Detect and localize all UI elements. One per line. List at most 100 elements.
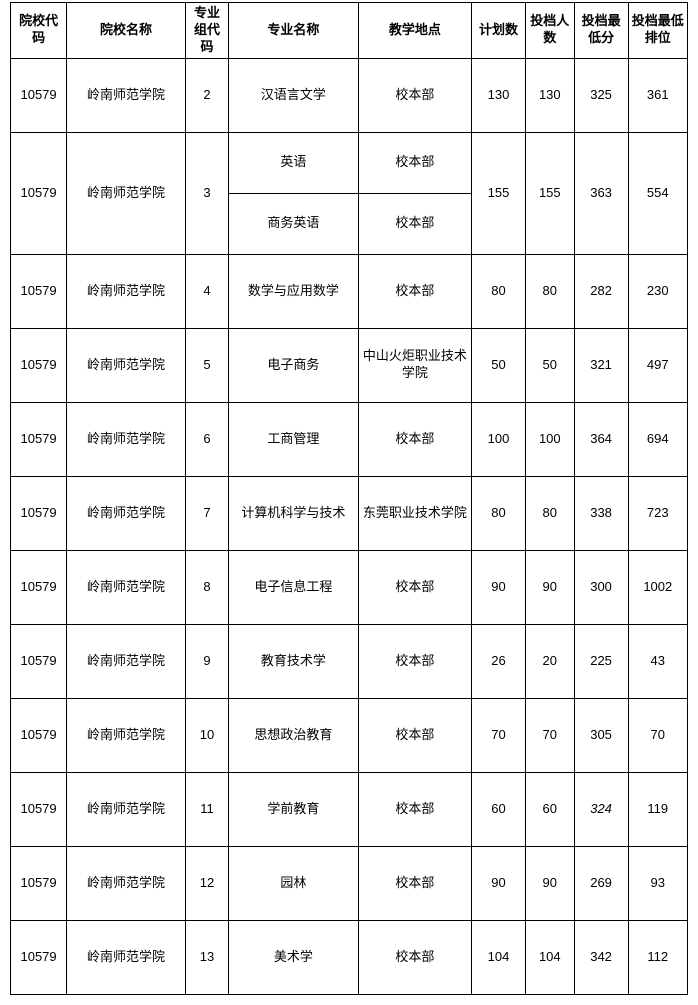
cell-plan: 155 [472, 132, 526, 254]
cell-enroll: 60 [526, 772, 575, 846]
cell-min: 269 [574, 846, 628, 920]
table-row: 10579岭南师范学院10思想政治教育校本部707030570 [11, 698, 688, 772]
cell-major: 电子信息工程 [229, 550, 359, 624]
cell-min: 300 [574, 550, 628, 624]
cell-name: 岭南师范学院 [67, 772, 186, 846]
cell-rank: 554 [628, 132, 687, 254]
cell-major: 计算机科学与技术 [229, 476, 359, 550]
cell-loc: 校本部 [358, 698, 471, 772]
cell-rank: 1002 [628, 550, 687, 624]
cell-plan: 26 [472, 624, 526, 698]
cell-loc: 校本部 [358, 132, 471, 193]
cell-min: 324 [574, 772, 628, 846]
cell-code: 10579 [11, 476, 67, 550]
cell-major: 美术学 [229, 920, 359, 994]
cell-rank: 43 [628, 624, 687, 698]
cell-code: 10579 [11, 772, 67, 846]
cell-major: 数学与应用数学 [229, 254, 359, 328]
th-group: 专业组代码 [185, 3, 228, 59]
cell-name: 岭南师范学院 [67, 476, 186, 550]
cell-code: 10579 [11, 846, 67, 920]
cell-enroll: 104 [526, 920, 575, 994]
cell-loc: 校本部 [358, 920, 471, 994]
cell-plan: 100 [472, 402, 526, 476]
table-row: 10579岭南师范学院9教育技术学校本部262022543 [11, 624, 688, 698]
cell-group: 12 [185, 846, 228, 920]
cell-enroll: 20 [526, 624, 575, 698]
th-enroll: 投档人数 [526, 3, 575, 59]
th-rank: 投档最低排位 [628, 3, 687, 59]
cell-min: 305 [574, 698, 628, 772]
cell-rank: 230 [628, 254, 687, 328]
cell-name: 岭南师范学院 [67, 624, 186, 698]
cell-loc: 校本部 [358, 193, 471, 254]
cell-major: 工商管理 [229, 402, 359, 476]
cell-group: 6 [185, 402, 228, 476]
cell-name: 岭南师范学院 [67, 254, 186, 328]
table-row: 10579岭南师范学院4数学与应用数学校本部8080282230 [11, 254, 688, 328]
cell-group: 10 [185, 698, 228, 772]
cell-plan: 90 [472, 550, 526, 624]
cell-code: 10579 [11, 132, 67, 254]
cell-rank: 694 [628, 402, 687, 476]
table-row: 10579岭南师范学院8电子信息工程校本部90903001002 [11, 550, 688, 624]
table-row: 10579岭南师范学院5电子商务中山火炬职业技术学院5050321497 [11, 328, 688, 402]
th-code: 院校代码 [11, 3, 67, 59]
cell-enroll: 155 [526, 132, 575, 254]
cell-min: 342 [574, 920, 628, 994]
cell-major: 教育技术学 [229, 624, 359, 698]
table-row: 10579岭南师范学院3英语校本部155155363554 [11, 132, 688, 193]
cell-loc: 中山火炬职业技术学院 [358, 328, 471, 402]
table-row: 10579岭南师范学院2汉语言文学校本部130130325361 [11, 58, 688, 132]
cell-code: 10579 [11, 550, 67, 624]
cell-major: 思想政治教育 [229, 698, 359, 772]
th-loc: 教学地点 [358, 3, 471, 59]
header-row: 院校代码 院校名称 专业组代码 专业名称 教学地点 计划数 投档人数 投档最低分… [11, 3, 688, 59]
cell-major: 英语 [229, 132, 359, 193]
cell-name: 岭南师范学院 [67, 402, 186, 476]
cell-group: 7 [185, 476, 228, 550]
cell-min: 282 [574, 254, 628, 328]
cell-enroll: 100 [526, 402, 575, 476]
cell-major: 电子商务 [229, 328, 359, 402]
cell-plan: 104 [472, 920, 526, 994]
cell-plan: 80 [472, 476, 526, 550]
cell-min: 363 [574, 132, 628, 254]
cell-rank: 497 [628, 328, 687, 402]
cell-min: 321 [574, 328, 628, 402]
cell-code: 10579 [11, 328, 67, 402]
cell-major: 汉语言文学 [229, 58, 359, 132]
table-row: 10579岭南师范学院12园林校本部909026993 [11, 846, 688, 920]
cell-min: 225 [574, 624, 628, 698]
cell-loc: 校本部 [358, 58, 471, 132]
cell-loc: 东莞职业技术学院 [358, 476, 471, 550]
cell-code: 10579 [11, 58, 67, 132]
cell-loc: 校本部 [358, 254, 471, 328]
table-row: 10579岭南师范学院13美术学校本部104104342112 [11, 920, 688, 994]
cell-loc: 校本部 [358, 772, 471, 846]
cell-group: 5 [185, 328, 228, 402]
cell-plan: 90 [472, 846, 526, 920]
cell-plan: 70 [472, 698, 526, 772]
cell-name: 岭南师范学院 [67, 328, 186, 402]
cell-loc: 校本部 [358, 846, 471, 920]
cell-enroll: 80 [526, 476, 575, 550]
th-min: 投档最低分 [574, 3, 628, 59]
cell-min: 364 [574, 402, 628, 476]
cell-name: 岭南师范学院 [67, 846, 186, 920]
cell-enroll: 130 [526, 58, 575, 132]
cell-rank: 723 [628, 476, 687, 550]
cell-code: 10579 [11, 624, 67, 698]
cell-code: 10579 [11, 920, 67, 994]
cell-code: 10579 [11, 698, 67, 772]
cell-enroll: 80 [526, 254, 575, 328]
cell-major: 商务英语 [229, 193, 359, 254]
cell-code: 10579 [11, 254, 67, 328]
cell-plan: 50 [472, 328, 526, 402]
cell-name: 岭南师范学院 [67, 132, 186, 254]
cell-group: 4 [185, 254, 228, 328]
cell-enroll: 90 [526, 846, 575, 920]
cell-enroll: 90 [526, 550, 575, 624]
cell-code: 10579 [11, 402, 67, 476]
cell-plan: 130 [472, 58, 526, 132]
